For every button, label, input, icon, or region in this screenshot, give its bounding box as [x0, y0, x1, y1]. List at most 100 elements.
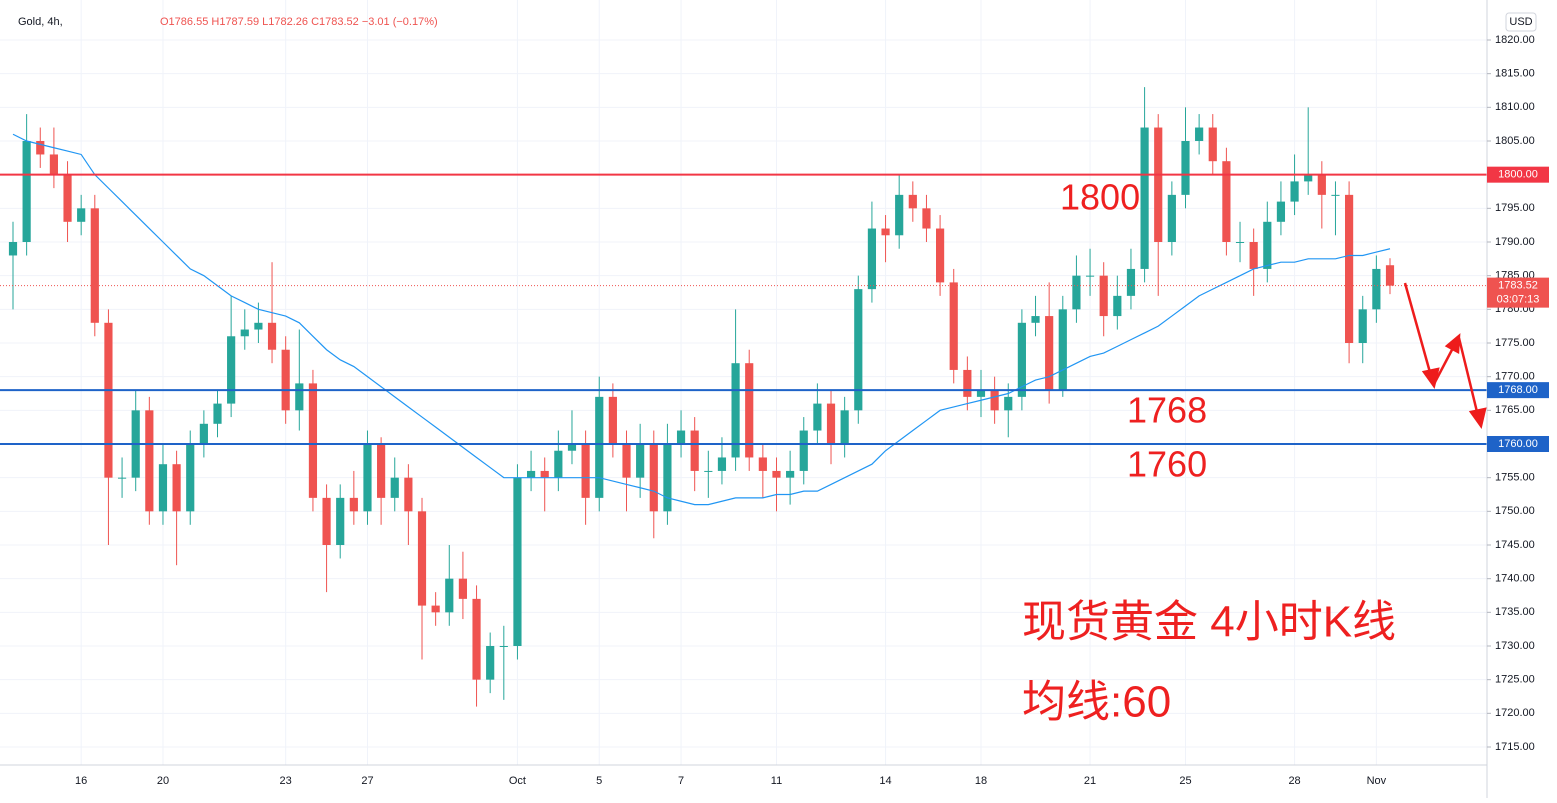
y-tick-label: 1775.00: [1495, 337, 1535, 349]
candle-body: [636, 444, 645, 478]
candle-body: [22, 141, 31, 242]
annotation: 1760: [1127, 444, 1207, 485]
x-tick-label: 5: [596, 775, 602, 787]
candle-body: [1113, 295, 1122, 317]
subtitle: 均线:60: [1022, 678, 1171, 727]
moving-average: [12, 133, 1391, 506]
currency[interactable]: USD: [1509, 16, 1532, 28]
candle-body: [267, 322, 277, 350]
candle-body: [63, 174, 72, 222]
forecast-arrows: [1403, 282, 1487, 429]
y-tick-label: 1770.00: [1495, 371, 1535, 383]
candle-body: [486, 646, 495, 680]
x-tick-label: 25: [1179, 775, 1191, 787]
candle-body: [1235, 242, 1245, 243]
candle-body: [867, 228, 877, 290]
candle-body: [1017, 322, 1026, 397]
y-tick-label: 1810.00: [1495, 101, 1535, 113]
candle-body: [540, 470, 549, 478]
x-tick-label: Nov: [1367, 775, 1387, 787]
candle-body: [786, 470, 795, 478]
candle-body: [1167, 194, 1176, 242]
y-tick-label: 1795.00: [1495, 202, 1535, 214]
y-tick-label: 1750.00: [1495, 505, 1535, 517]
candle-body: [935, 228, 945, 283]
x-tick-label: 7: [678, 775, 684, 787]
candle-body: [895, 194, 904, 236]
candle-body: [676, 430, 686, 444]
last-price-label: 1783.52: [1498, 280, 1538, 292]
candle-body: [799, 430, 808, 471]
candle-body: [1045, 316, 1054, 391]
candle-body: [1372, 268, 1381, 310]
x-tick-label: 21: [1084, 775, 1096, 787]
candle-body: [1072, 275, 1081, 310]
x-tick-label: 20: [157, 775, 169, 787]
y-tick-label: 1715.00: [1495, 741, 1535, 753]
candle-body: [1140, 127, 1149, 269]
candle-body: [254, 322, 263, 330]
candle-body: [826, 403, 836, 444]
y-tick-label: 1720.00: [1495, 707, 1535, 719]
candle-body: [854, 289, 863, 411]
candle-body: [1154, 127, 1163, 242]
candle-body: [1345, 194, 1354, 343]
candle-body: [172, 464, 181, 512]
candle-body: [445, 578, 454, 613]
candle-body: [649, 444, 658, 512]
candle-body: [513, 477, 522, 646]
x-tick-label: 18: [975, 775, 987, 787]
y-tick-label: 1765.00: [1495, 404, 1535, 416]
candle-body: [390, 477, 399, 498]
y-tick-label: 1740.00: [1495, 573, 1535, 585]
candle-body: [690, 430, 699, 471]
candle-body: [1222, 161, 1231, 242]
candle-body: [90, 208, 99, 323]
candle-body: [595, 396, 604, 498]
last-price-box: [1487, 277, 1549, 308]
y-tick-label: 1745.00: [1495, 539, 1535, 551]
y-tick-label: 1790.00: [1495, 236, 1535, 248]
candle-body: [1249, 242, 1258, 269]
candle-body: [145, 410, 154, 512]
candle-body: [349, 497, 358, 512]
y-tick-label: 1735.00: [1495, 606, 1535, 618]
x-tick-label: Oct: [509, 775, 526, 787]
candle-body: [1099, 275, 1108, 317]
candle-body: [1263, 221, 1272, 269]
x-tick-label: 16: [75, 775, 87, 787]
candle-body: [8, 242, 18, 256]
level-label-box: [1487, 166, 1549, 183]
candle-body: [213, 403, 222, 424]
title: 现货黄金 4小时K线: [1022, 598, 1396, 647]
candle-body: [908, 194, 917, 209]
candle-body: [772, 470, 781, 478]
candle-body: [1058, 309, 1067, 391]
candle-body: [336, 497, 345, 545]
candle-body: [104, 322, 113, 478]
ohlc: O1786.55 H1787.59 L1782.26 C1783.52 −3.0…: [160, 16, 438, 28]
candle-body: [1358, 309, 1367, 343]
candle-body: [567, 444, 577, 451]
x-tick-label: 28: [1288, 775, 1300, 787]
candle-body: [976, 390, 986, 397]
candle-body: [49, 154, 58, 175]
y-tick-label: 1725.00: [1495, 674, 1535, 686]
candle-body: [581, 444, 590, 498]
level-label-box: [1487, 436, 1549, 452]
candle-body: [117, 477, 127, 479]
y-tick-label: 1815.00: [1495, 68, 1535, 80]
candle-body: [949, 282, 958, 370]
candle-body: [1290, 181, 1299, 202]
symbol: Gold, 4h,: [18, 16, 63, 28]
candle-body: [717, 457, 727, 471]
candle-body: [36, 141, 45, 155]
candle-body: [990, 390, 999, 411]
x-tick-label: 11: [771, 775, 782, 787]
candle-body: [704, 470, 713, 472]
candle-body: [240, 329, 249, 337]
currency-box[interactable]: [1505, 12, 1537, 32]
level-label: 1768.00: [1498, 384, 1538, 396]
candle-body: [158, 464, 168, 512]
candle-body: [758, 457, 767, 471]
